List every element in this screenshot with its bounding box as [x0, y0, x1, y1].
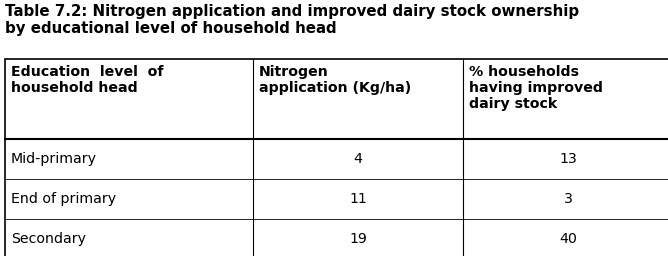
- Text: 11: 11: [349, 192, 367, 206]
- Text: 4: 4: [353, 152, 363, 166]
- Text: 3: 3: [564, 192, 572, 206]
- Bar: [5, 59, 668, 256]
- Text: Nitrogen
application (Kg/ha): Nitrogen application (Kg/ha): [259, 65, 411, 95]
- Text: Mid-primary: Mid-primary: [11, 152, 97, 166]
- Text: 40: 40: [559, 232, 577, 246]
- Text: Secondary: Secondary: [11, 232, 86, 246]
- Text: Education  level  of
household head: Education level of household head: [11, 65, 164, 95]
- Text: % households
having improved
dairy stock: % households having improved dairy stock: [469, 65, 603, 111]
- Text: 19: 19: [349, 232, 367, 246]
- Text: 13: 13: [559, 152, 577, 166]
- Text: Table 7.2: Nitrogen application and improved dairy stock ownership
by educationa: Table 7.2: Nitrogen application and impr…: [5, 4, 579, 36]
- Text: End of primary: End of primary: [11, 192, 116, 206]
